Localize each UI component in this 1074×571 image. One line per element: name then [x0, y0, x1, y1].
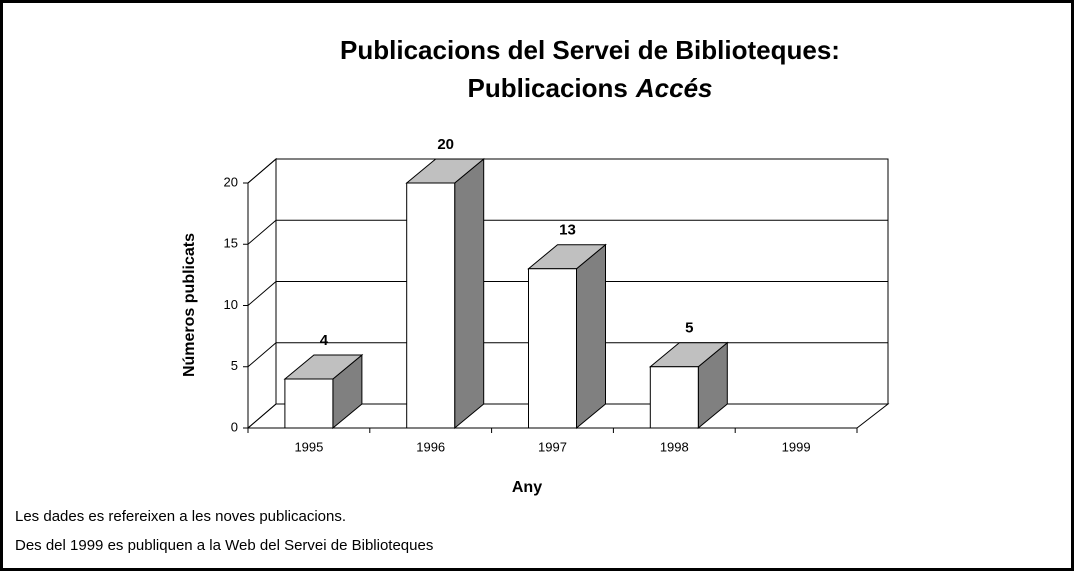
grid-line	[247, 281, 888, 306]
x-tick-label: 1996	[416, 439, 445, 454]
x-tick-label: 1999	[782, 439, 811, 454]
y-tick-label: 5	[231, 358, 238, 373]
note: Les dades es refereixen a les noves publ…	[15, 508, 346, 525]
chart-title: Publicacions Accés	[467, 73, 712, 103]
bar-front	[649, 366, 699, 429]
bar	[648, 341, 729, 430]
x-axis-label: Any	[512, 479, 542, 496]
y-tick-label: 20	[224, 174, 238, 189]
bar-side	[576, 243, 606, 430]
bar-front	[528, 268, 577, 429]
bar	[527, 243, 607, 430]
grid-line	[247, 158, 888, 184]
x-tick-label: 1997	[538, 439, 567, 454]
value-label: 5	[685, 320, 693, 337]
value-label: 4	[320, 332, 329, 349]
y-axis-label: Números publicats	[181, 233, 198, 377]
bar-side	[454, 157, 485, 430]
title-part: Accés	[635, 73, 713, 103]
note: Des del 1999 es publiquen a la Web del S…	[15, 537, 433, 554]
y-tick-label: 0	[231, 419, 238, 434]
x-tick-label: 1998	[660, 439, 689, 454]
y-tick-label: 15	[224, 236, 238, 251]
x-tick-label: 1995	[294, 439, 323, 454]
chart-title: Publicacions del Servei de Biblioteques:	[340, 35, 840, 65]
grid-line	[247, 219, 888, 245]
bar	[405, 157, 486, 430]
y-tick-label: 10	[224, 297, 238, 312]
title-part: Publicacions	[467, 73, 627, 103]
value-label: 20	[437, 136, 454, 153]
bar	[283, 353, 364, 430]
value-label: 13	[559, 222, 576, 239]
bar-front	[406, 182, 456, 429]
bar-front	[284, 378, 334, 429]
